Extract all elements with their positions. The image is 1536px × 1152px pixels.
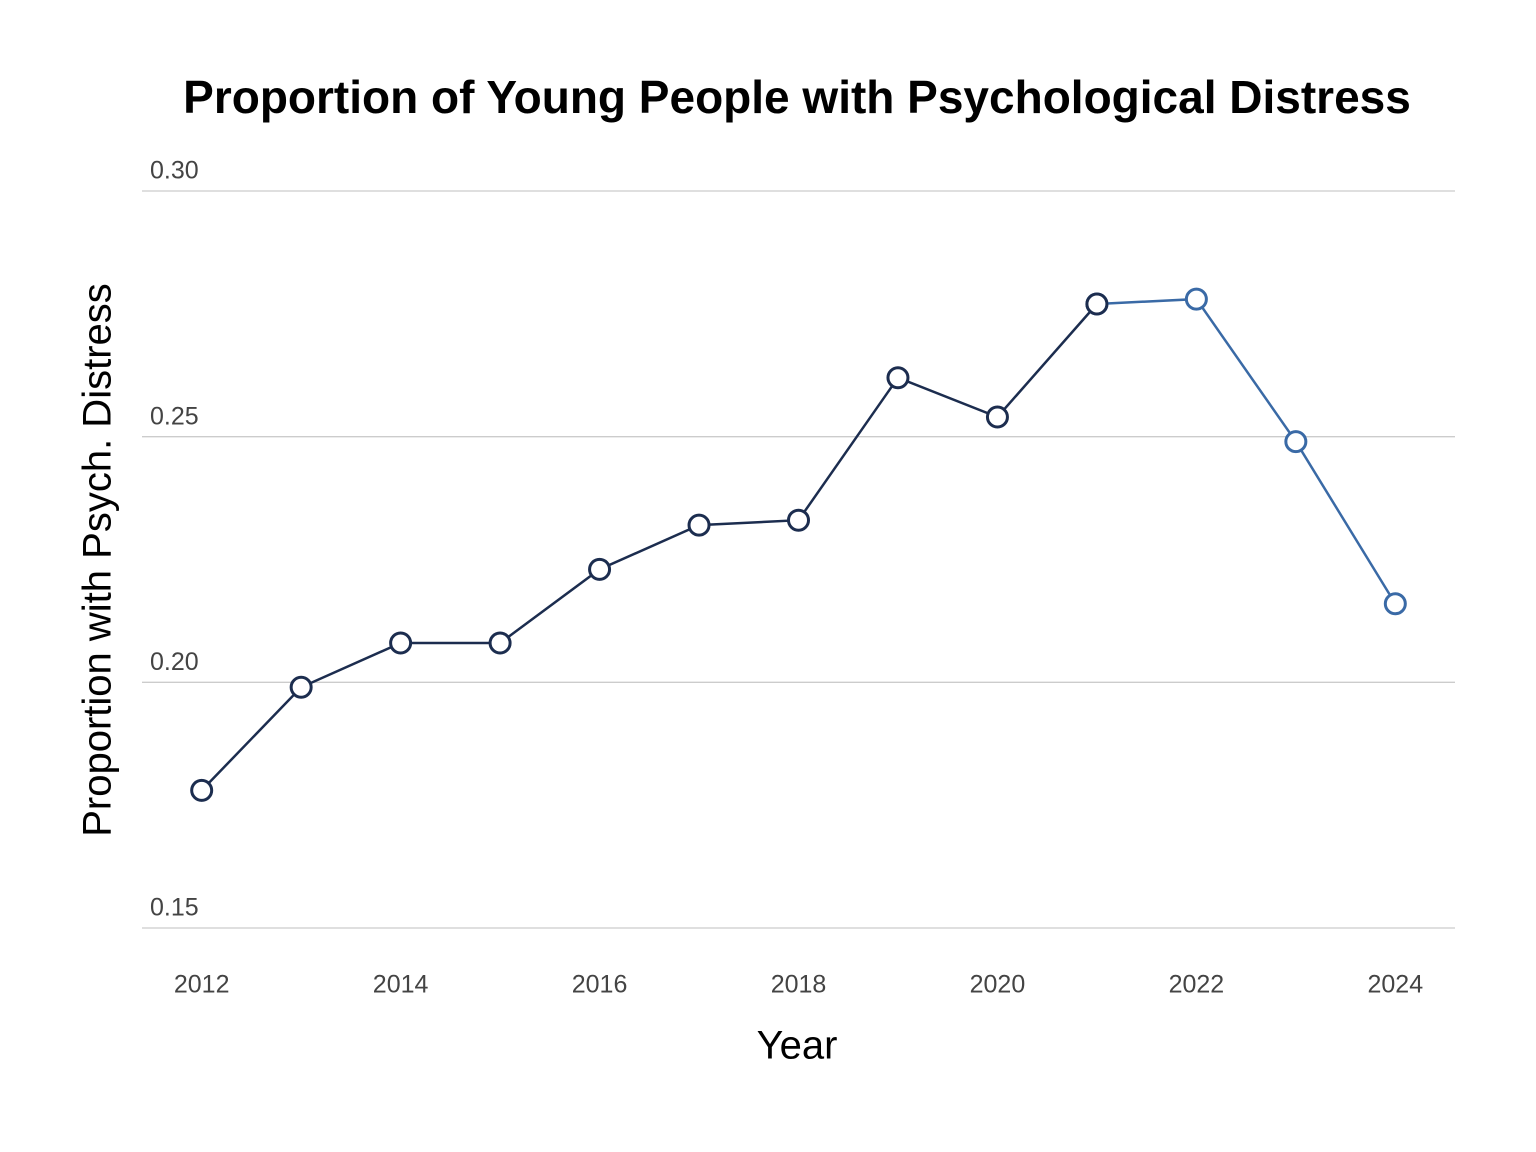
point <box>1284 430 1308 454</box>
point <box>389 631 413 655</box>
x-tick-label: 2012 <box>174 971 230 999</box>
point <box>1383 592 1407 616</box>
y-tick-label: 0.30 <box>150 157 199 185</box>
point <box>588 557 612 581</box>
point <box>985 405 1009 429</box>
x-tick-label: 2020 <box>970 971 1026 999</box>
y-axis-label: Proportion with Psych. Distress <box>76 283 120 837</box>
series-line <box>1096 297 1397 605</box>
point <box>687 513 711 537</box>
x-tick-label: 2024 <box>1368 971 1424 999</box>
y-tick-label: 0.25 <box>150 402 199 430</box>
point <box>488 631 512 655</box>
y-tick-label: 0.20 <box>150 648 199 676</box>
x-axis-label: Year <box>757 1024 838 1068</box>
point <box>787 508 810 532</box>
y-tick-label: 0.15 <box>150 894 199 922</box>
series-line <box>200 303 1098 792</box>
x-tick-label: 2014 <box>373 971 429 999</box>
point <box>190 778 214 802</box>
point <box>289 675 313 699</box>
point <box>1184 287 1208 311</box>
point <box>886 366 910 390</box>
x-tick-label: 2022 <box>1169 971 1225 999</box>
chart-title: Proportion of Young People with Psycholo… <box>183 71 1411 123</box>
point <box>1085 292 1109 316</box>
x-tick-label: 2016 <box>572 971 628 999</box>
x-tick-label: 2018 <box>771 971 827 999</box>
